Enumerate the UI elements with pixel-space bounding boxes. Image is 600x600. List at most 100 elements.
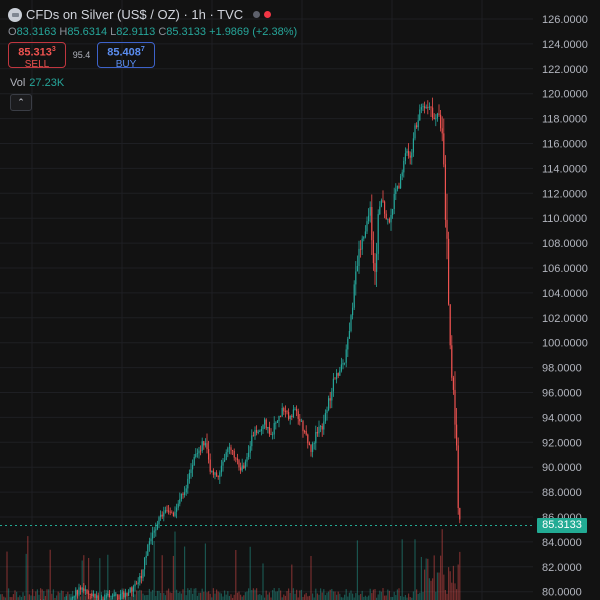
candle-body bbox=[428, 106, 430, 108]
volume-bar bbox=[393, 591, 395, 600]
candle-body bbox=[230, 447, 232, 451]
candle-body bbox=[361, 238, 363, 250]
volume-bar bbox=[240, 594, 242, 600]
volume-bar bbox=[0, 594, 2, 600]
volume-bar bbox=[200, 592, 202, 600]
candle-body bbox=[347, 338, 349, 350]
volume-bar bbox=[203, 591, 205, 600]
candle-body bbox=[86, 589, 88, 594]
price-tick-label: 98.0000 bbox=[542, 363, 582, 375]
price-axis[interactable]: 126.0000 124.0000 122.0000 120.0000 118.0000… bbox=[542, 14, 588, 599]
candle-body bbox=[84, 589, 86, 591]
volume-legend: Vol 27.23K bbox=[10, 77, 64, 89]
candle-body bbox=[422, 106, 424, 108]
volume-bar bbox=[411, 597, 413, 600]
symbol-title[interactable]: CFDs on Silver (US$ / OZ) · 1h · TVC bbox=[26, 7, 244, 22]
volume-bar bbox=[332, 591, 334, 600]
volume-bar bbox=[86, 593, 88, 600]
candle-body bbox=[236, 458, 238, 461]
candle-body bbox=[315, 432, 317, 444]
price-tick-label: 106.0000 bbox=[542, 263, 588, 275]
candle-body bbox=[121, 592, 123, 594]
volume-bar bbox=[417, 593, 419, 600]
candle-body bbox=[163, 512, 165, 517]
candle-body bbox=[310, 444, 312, 452]
candle-body bbox=[404, 153, 406, 161]
volume-bar bbox=[246, 591, 248, 600]
candle-body bbox=[419, 109, 421, 121]
volume-bar bbox=[382, 588, 384, 600]
volume-bar bbox=[414, 539, 416, 600]
candle-body bbox=[140, 575, 142, 579]
volume-bar bbox=[350, 590, 352, 600]
volume-bar bbox=[243, 595, 245, 600]
candle-body bbox=[292, 409, 294, 417]
candle-body bbox=[440, 114, 442, 129]
candle-body bbox=[116, 594, 118, 596]
candle-body bbox=[331, 391, 333, 401]
candle-body bbox=[344, 362, 346, 364]
candle-body bbox=[80, 587, 82, 590]
volume-bar bbox=[400, 596, 402, 600]
candle-body bbox=[379, 206, 381, 215]
status-dot-icon bbox=[264, 11, 272, 18]
price-tick-label: 94.0000 bbox=[542, 412, 582, 424]
close-value: 85.3133 bbox=[166, 26, 207, 38]
volume-bar bbox=[403, 596, 405, 600]
sell-button[interactable]: 85.3133 SELL bbox=[8, 42, 66, 70]
candle-body bbox=[92, 594, 94, 596]
volume-bar bbox=[292, 588, 294, 600]
volume-bar bbox=[446, 593, 448, 600]
chart-header: CFDs on Silver (US$ / OZ) · 1h · TVC bbox=[8, 7, 272, 22]
candle-body bbox=[211, 470, 213, 472]
candle-body bbox=[312, 443, 314, 452]
candle-body bbox=[190, 469, 192, 473]
chevron-up-icon[interactable]: ⌃ bbox=[10, 94, 32, 111]
open-value: 83.3163 bbox=[16, 26, 57, 38]
volume-bar bbox=[374, 588, 376, 600]
volume-bar bbox=[384, 595, 386, 600]
volume-bar bbox=[144, 595, 146, 600]
candle-body bbox=[158, 517, 160, 525]
volume-bar bbox=[38, 594, 40, 600]
candle-body bbox=[184, 492, 186, 496]
candle-body bbox=[222, 461, 224, 466]
candle-body bbox=[267, 427, 269, 429]
volume-bar bbox=[134, 594, 136, 600]
volume-bar bbox=[425, 558, 427, 600]
volume-bar bbox=[369, 588, 371, 600]
volume-bar bbox=[107, 554, 109, 600]
volume-bar bbox=[169, 592, 171, 600]
candle-body bbox=[214, 472, 216, 475]
candle-body bbox=[368, 215, 370, 222]
candle-body bbox=[291, 415, 293, 417]
candle-body bbox=[75, 590, 77, 597]
candle-body bbox=[406, 150, 408, 154]
buy-button[interactable]: 85.4087 BUY bbox=[97, 42, 155, 70]
volume-bar bbox=[219, 592, 221, 600]
candle-body bbox=[449, 304, 451, 346]
candle-body bbox=[353, 284, 355, 308]
candle-body bbox=[430, 106, 432, 108]
candle-body bbox=[126, 592, 128, 596]
volume-bar bbox=[236, 592, 238, 600]
candle-body bbox=[171, 512, 173, 514]
price-tick-label: 82.0000 bbox=[542, 562, 582, 574]
volume-bar bbox=[436, 572, 438, 600]
candle-body bbox=[219, 472, 221, 477]
candle-body bbox=[425, 107, 427, 109]
candle-body bbox=[201, 441, 203, 451]
volume-bar bbox=[249, 546, 251, 600]
volume-bar bbox=[195, 588, 197, 600]
candle-body bbox=[152, 532, 154, 539]
volume-bar bbox=[281, 597, 283, 600]
volume-bar bbox=[68, 594, 70, 600]
candle-body bbox=[204, 443, 206, 446]
volume-bar bbox=[155, 595, 157, 600]
candle-body bbox=[294, 409, 296, 411]
volume-bar bbox=[340, 597, 342, 600]
candle-body bbox=[374, 263, 376, 272]
volume-bar bbox=[321, 592, 323, 600]
volume-bar bbox=[217, 591, 219, 600]
